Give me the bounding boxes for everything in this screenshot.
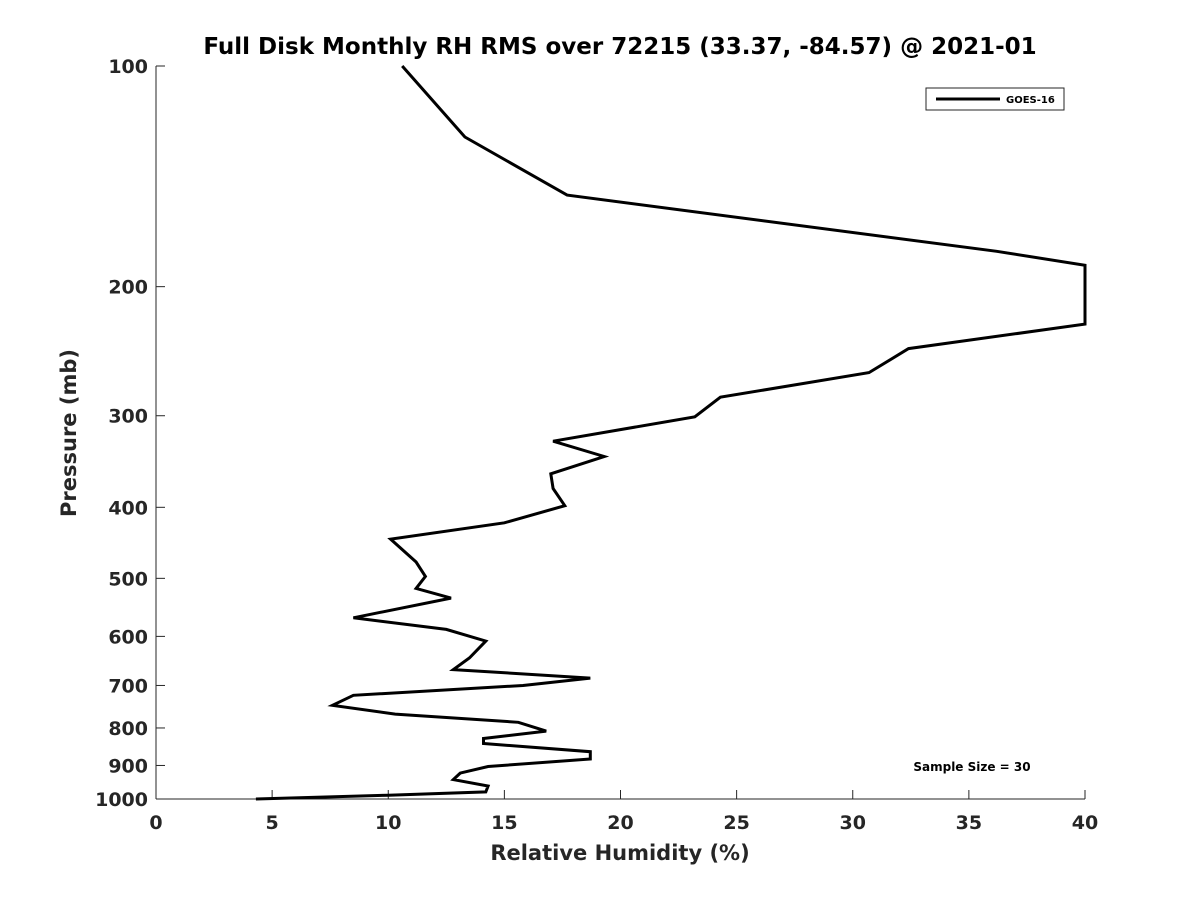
x-tick-label: 10 [375, 812, 401, 834]
x-tick-label: 5 [266, 812, 279, 834]
legend-label-goes-16: GOES-16 [1006, 95, 1055, 106]
x-tick-label: 25 [723, 812, 749, 834]
x-tick-label: 15 [491, 812, 517, 834]
sample-size-annotation: Sample Size = 30 [913, 760, 1030, 774]
plot-area: 0 5 10 15 20 25 30 35 40 100 200 300 400 500 600 700 80… [95, 56, 1098, 834]
y-tick-label: 700 [108, 675, 148, 697]
y-tick-label: 800 [108, 718, 148, 740]
y-tick-label: 100 [108, 56, 148, 78]
legend: GOES-16 [925, 87, 1065, 111]
y-tick-label: 600 [108, 626, 148, 648]
y-tick-label: 200 [108, 277, 148, 299]
x-tick-label: 20 [607, 812, 633, 834]
x-axis-label: Relative Humidity (%) [490, 841, 749, 865]
y-axis-ticks: 100 200 300 400 500 600 700 800 900 1000 [95, 56, 165, 811]
y-tick-label: 1000 [95, 789, 148, 811]
series-line-goes-16 [255, 65, 1087, 801]
x-tick-label: 40 [1072, 812, 1098, 834]
x-tick-label: 35 [956, 812, 982, 834]
y-axis-label: Pressure (mb) [57, 349, 81, 517]
y-tick-label: 300 [108, 406, 148, 428]
x-tick-label: 0 [149, 812, 162, 834]
x-tick-label: 30 [840, 812, 866, 834]
y-tick-label: 500 [108, 568, 148, 590]
x-axis-ticks: 0 5 10 15 20 25 30 35 40 [149, 790, 1098, 834]
chart-title: Full Disk Monthly RH RMS over 72215 (33.… [203, 34, 1036, 60]
y-tick-label: 400 [108, 497, 148, 519]
series-layer [255, 65, 1087, 801]
y-tick-label: 900 [108, 755, 148, 777]
